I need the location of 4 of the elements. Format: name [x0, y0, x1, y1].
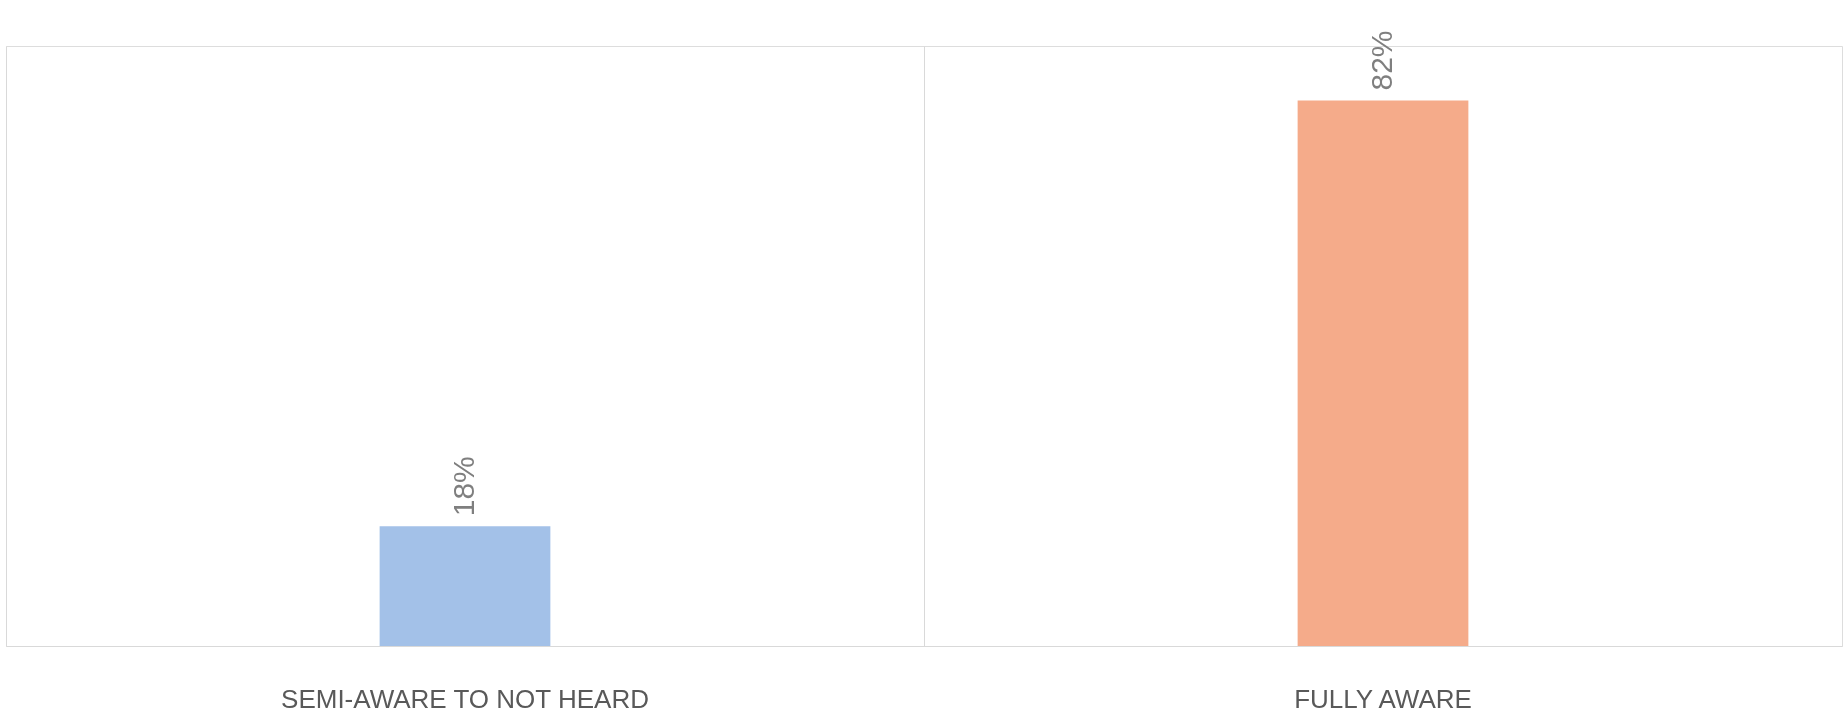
data-label: 82% [1365, 30, 1398, 91]
x-tick-label: FULLY AWARE [1294, 683, 1472, 714]
data-label: 18% [447, 456, 480, 517]
x-tick-label: SEMI-AWARE TO NOT HEARD [281, 683, 649, 714]
